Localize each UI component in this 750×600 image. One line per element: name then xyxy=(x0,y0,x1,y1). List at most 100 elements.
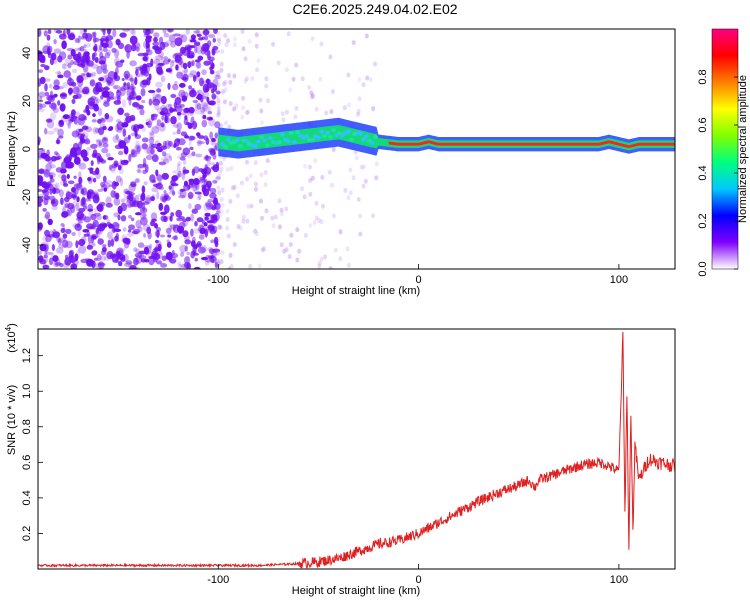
noise-cell xyxy=(63,200,71,208)
noise-cell xyxy=(130,148,136,155)
noise-cell xyxy=(206,159,211,167)
noise-cell xyxy=(216,41,221,47)
noise-cell xyxy=(177,161,182,166)
noise-cell xyxy=(77,132,83,140)
noise-cell xyxy=(229,166,234,171)
noise-cell xyxy=(220,202,225,208)
noise-cell xyxy=(158,181,162,186)
noise-cell xyxy=(199,230,204,234)
y-tick-label: -40 xyxy=(21,237,33,253)
noise-cell xyxy=(123,145,129,155)
noise-cell xyxy=(136,103,142,110)
noise-cell xyxy=(263,170,268,175)
noise-cell xyxy=(227,124,232,130)
noise-cell xyxy=(82,125,89,130)
noise-cell xyxy=(48,83,53,89)
noise-cell xyxy=(137,163,145,169)
noise-cell xyxy=(52,255,59,262)
noise-cell xyxy=(49,195,56,201)
noise-cell xyxy=(155,239,159,244)
noise-cell xyxy=(96,215,102,221)
noise-cell xyxy=(91,170,97,176)
noise-cell xyxy=(187,73,194,78)
noise-cell xyxy=(192,75,198,79)
noise-cell xyxy=(258,97,263,103)
noise-cell xyxy=(103,187,108,192)
noise-cell xyxy=(119,177,124,187)
noise-cell xyxy=(270,215,275,221)
noise-cell xyxy=(102,47,108,52)
noise-cell xyxy=(219,197,224,203)
snr-y-axis-label: SNR (10 * v/v) xyxy=(6,385,18,455)
noise-cell xyxy=(51,205,58,211)
noise-cell xyxy=(240,114,245,120)
noise-cell xyxy=(49,178,55,183)
noise-cell xyxy=(117,150,124,156)
noise-cell xyxy=(200,106,206,113)
noise-cell xyxy=(232,184,237,190)
noise-cell xyxy=(194,45,198,54)
noise-cell xyxy=(80,58,87,68)
noise-cell xyxy=(44,101,52,105)
noise-cell xyxy=(173,106,177,111)
noise-cell xyxy=(148,73,152,81)
noise-cell xyxy=(365,75,370,81)
noise-cell xyxy=(216,106,221,112)
noise-cell xyxy=(136,168,141,174)
noise-cell xyxy=(208,255,214,259)
noise-cell xyxy=(84,138,91,145)
noise-cell xyxy=(191,87,195,94)
noise-cell xyxy=(97,188,104,192)
noise-cell xyxy=(152,183,160,188)
noise-cell xyxy=(47,182,51,189)
noise-cell xyxy=(204,86,210,93)
noise-cell xyxy=(286,31,291,37)
noise-cell xyxy=(193,122,198,128)
snr-x-axis-label: Height of straight line (km) xyxy=(292,585,420,597)
noise-cell xyxy=(374,175,379,181)
noise-cell xyxy=(201,36,205,40)
noise-cell xyxy=(265,158,270,164)
noise-cell xyxy=(187,45,192,50)
noise-cell xyxy=(127,229,132,233)
noise-cell xyxy=(216,209,221,214)
noise-cell xyxy=(148,89,156,94)
noise-cell xyxy=(182,169,190,174)
noise-cell xyxy=(38,108,46,113)
noise-cell xyxy=(162,158,170,164)
noise-cell xyxy=(91,222,97,230)
noise-cell xyxy=(78,176,83,185)
noise-cell xyxy=(328,266,333,269)
noise-cell xyxy=(221,156,226,162)
noise-cell xyxy=(151,126,160,134)
noise-cell xyxy=(86,109,91,116)
noise-cell xyxy=(126,81,131,90)
noise-cell xyxy=(216,209,221,215)
noise-cell xyxy=(131,87,135,97)
noise-cell xyxy=(279,211,284,217)
noise-cell xyxy=(47,95,55,103)
chart-title: C2E6.2025.249.04.02.E02 xyxy=(292,1,457,17)
noise-cell xyxy=(51,52,57,61)
noise-cell xyxy=(90,101,98,110)
noise-cell xyxy=(195,153,203,158)
noise-cell xyxy=(65,228,72,234)
noise-cell xyxy=(161,172,169,180)
noise-cell xyxy=(118,261,123,267)
noise-cell xyxy=(179,51,184,56)
noise-cell xyxy=(150,113,159,118)
noise-cell xyxy=(74,223,82,231)
noise-cell xyxy=(142,52,149,57)
noise-cell xyxy=(295,257,300,263)
noise-cell xyxy=(38,197,44,204)
noise-cell xyxy=(117,214,121,221)
noise-cell xyxy=(72,191,77,201)
noise-cell xyxy=(111,47,117,53)
noise-cell xyxy=(165,68,172,73)
noise-cell xyxy=(87,176,94,183)
noise-cell xyxy=(179,82,186,88)
noise-cell xyxy=(45,118,53,123)
noise-cell xyxy=(119,159,123,168)
noise-cell xyxy=(196,71,201,78)
noise-cell xyxy=(145,35,152,39)
